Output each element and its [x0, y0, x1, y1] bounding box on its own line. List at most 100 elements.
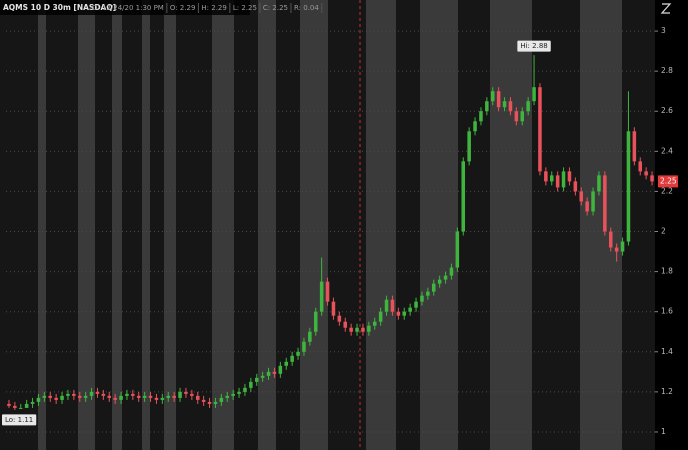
candle-body — [361, 327, 365, 332]
candle-body — [278, 365, 283, 374]
candle-body — [7, 403, 11, 406]
last-price-box — [658, 175, 678, 188]
candle-body — [83, 395, 88, 398]
candle-body — [650, 175, 654, 182]
candle-body — [520, 111, 525, 122]
session-band — [164, 0, 176, 450]
y-tick-label: 3 — [661, 26, 666, 35]
candle-body — [603, 175, 607, 232]
candle-body — [260, 375, 265, 378]
info-item: O: 2.29 — [170, 4, 196, 12]
candle-body — [290, 355, 294, 362]
candle-body — [597, 175, 601, 192]
y-tick-label: 2.6 — [661, 106, 673, 115]
candle-body — [343, 321, 348, 328]
candle-body — [296, 351, 300, 356]
y-tick-label: 2.2 — [661, 186, 673, 195]
annotation-box — [517, 40, 551, 52]
candle-body — [496, 91, 501, 108]
chart-title: AQMS 10 D 30m [NASDAQ] — [3, 3, 116, 12]
candle-body — [490, 91, 495, 102]
y-tick-label: 2.8 — [661, 66, 673, 75]
candle-body — [48, 395, 53, 398]
candle-body — [225, 395, 230, 398]
candle-body — [355, 327, 359, 332]
candle-body — [213, 401, 218, 404]
candle-body — [437, 279, 442, 284]
session-band — [258, 0, 276, 450]
candle-body — [473, 121, 477, 132]
price-axis-bg — [655, 0, 688, 450]
candle-body — [579, 191, 584, 202]
candle-body — [119, 395, 123, 400]
candle-body — [426, 291, 430, 296]
candle-body — [390, 299, 395, 312]
y-tick-label: 1.8 — [661, 267, 673, 276]
candle-body — [272, 371, 277, 374]
candle-body — [561, 171, 566, 188]
info-item: D: 12/24/20 1:30 PM — [92, 4, 164, 12]
candle-body — [201, 399, 206, 402]
candle-body — [638, 161, 643, 172]
candle-body — [384, 299, 389, 312]
candle-body — [372, 321, 377, 326]
chart-icon[interactable] — [660, 3, 672, 14]
session-band — [420, 0, 458, 450]
candle-body — [402, 311, 407, 316]
candle-body — [325, 281, 330, 302]
candle-body — [89, 391, 94, 396]
candle-body — [378, 311, 383, 322]
candle-body — [107, 395, 112, 398]
candle-body — [54, 397, 58, 400]
candle-body — [195, 395, 200, 400]
y-tick-label: 1.6 — [661, 307, 673, 316]
last-price-label: 2.25 — [660, 176, 677, 185]
candle-body — [508, 101, 513, 112]
candle-body — [113, 397, 117, 400]
info-bar: D: 12/24/20 1:30 PM O: 2.29 H: 2.29 L: 2.25… — [92, 3, 323, 13]
candles — [7, 55, 654, 410]
candle-body — [13, 405, 17, 408]
candle-body — [461, 161, 466, 232]
session-band — [300, 0, 328, 450]
candle-body — [420, 295, 424, 302]
session-band — [490, 0, 532, 450]
candle-body — [443, 275, 448, 280]
candle-body — [514, 111, 519, 122]
candle-body — [207, 401, 212, 404]
candle-body — [567, 171, 572, 182]
candle-body — [449, 267, 454, 276]
candle-body — [408, 307, 412, 312]
candle-body — [396, 311, 401, 316]
candle-body — [66, 393, 70, 396]
candle-body — [585, 201, 589, 212]
candle-body — [266, 371, 271, 376]
candle-body — [77, 395, 82, 398]
annotation-label: Lo: 1.11 — [5, 416, 33, 424]
candle-body — [313, 311, 318, 332]
candle-body — [125, 393, 129, 396]
candle-body — [30, 401, 35, 404]
info-item: L: 2.25 — [233, 4, 257, 12]
y-tick-label: 2.4 — [661, 146, 673, 155]
candle-body — [284, 361, 289, 366]
candle-body — [608, 231, 613, 248]
y-tick-label: 1.4 — [661, 347, 673, 356]
candle-body — [644, 171, 648, 176]
session-band — [212, 0, 234, 450]
candle-body — [544, 171, 548, 182]
session-band — [38, 0, 46, 450]
candle-body — [538, 87, 542, 172]
candle-body — [131, 393, 135, 396]
candle-body — [178, 391, 182, 398]
info-item: R: 0.04 — [294, 4, 319, 12]
candle-body — [349, 327, 353, 332]
candle-body — [166, 395, 171, 398]
candle-body — [614, 247, 619, 252]
candle-body — [573, 181, 578, 192]
candle-body — [502, 101, 507, 108]
candle-body — [308, 331, 312, 342]
candle-body — [154, 397, 159, 400]
